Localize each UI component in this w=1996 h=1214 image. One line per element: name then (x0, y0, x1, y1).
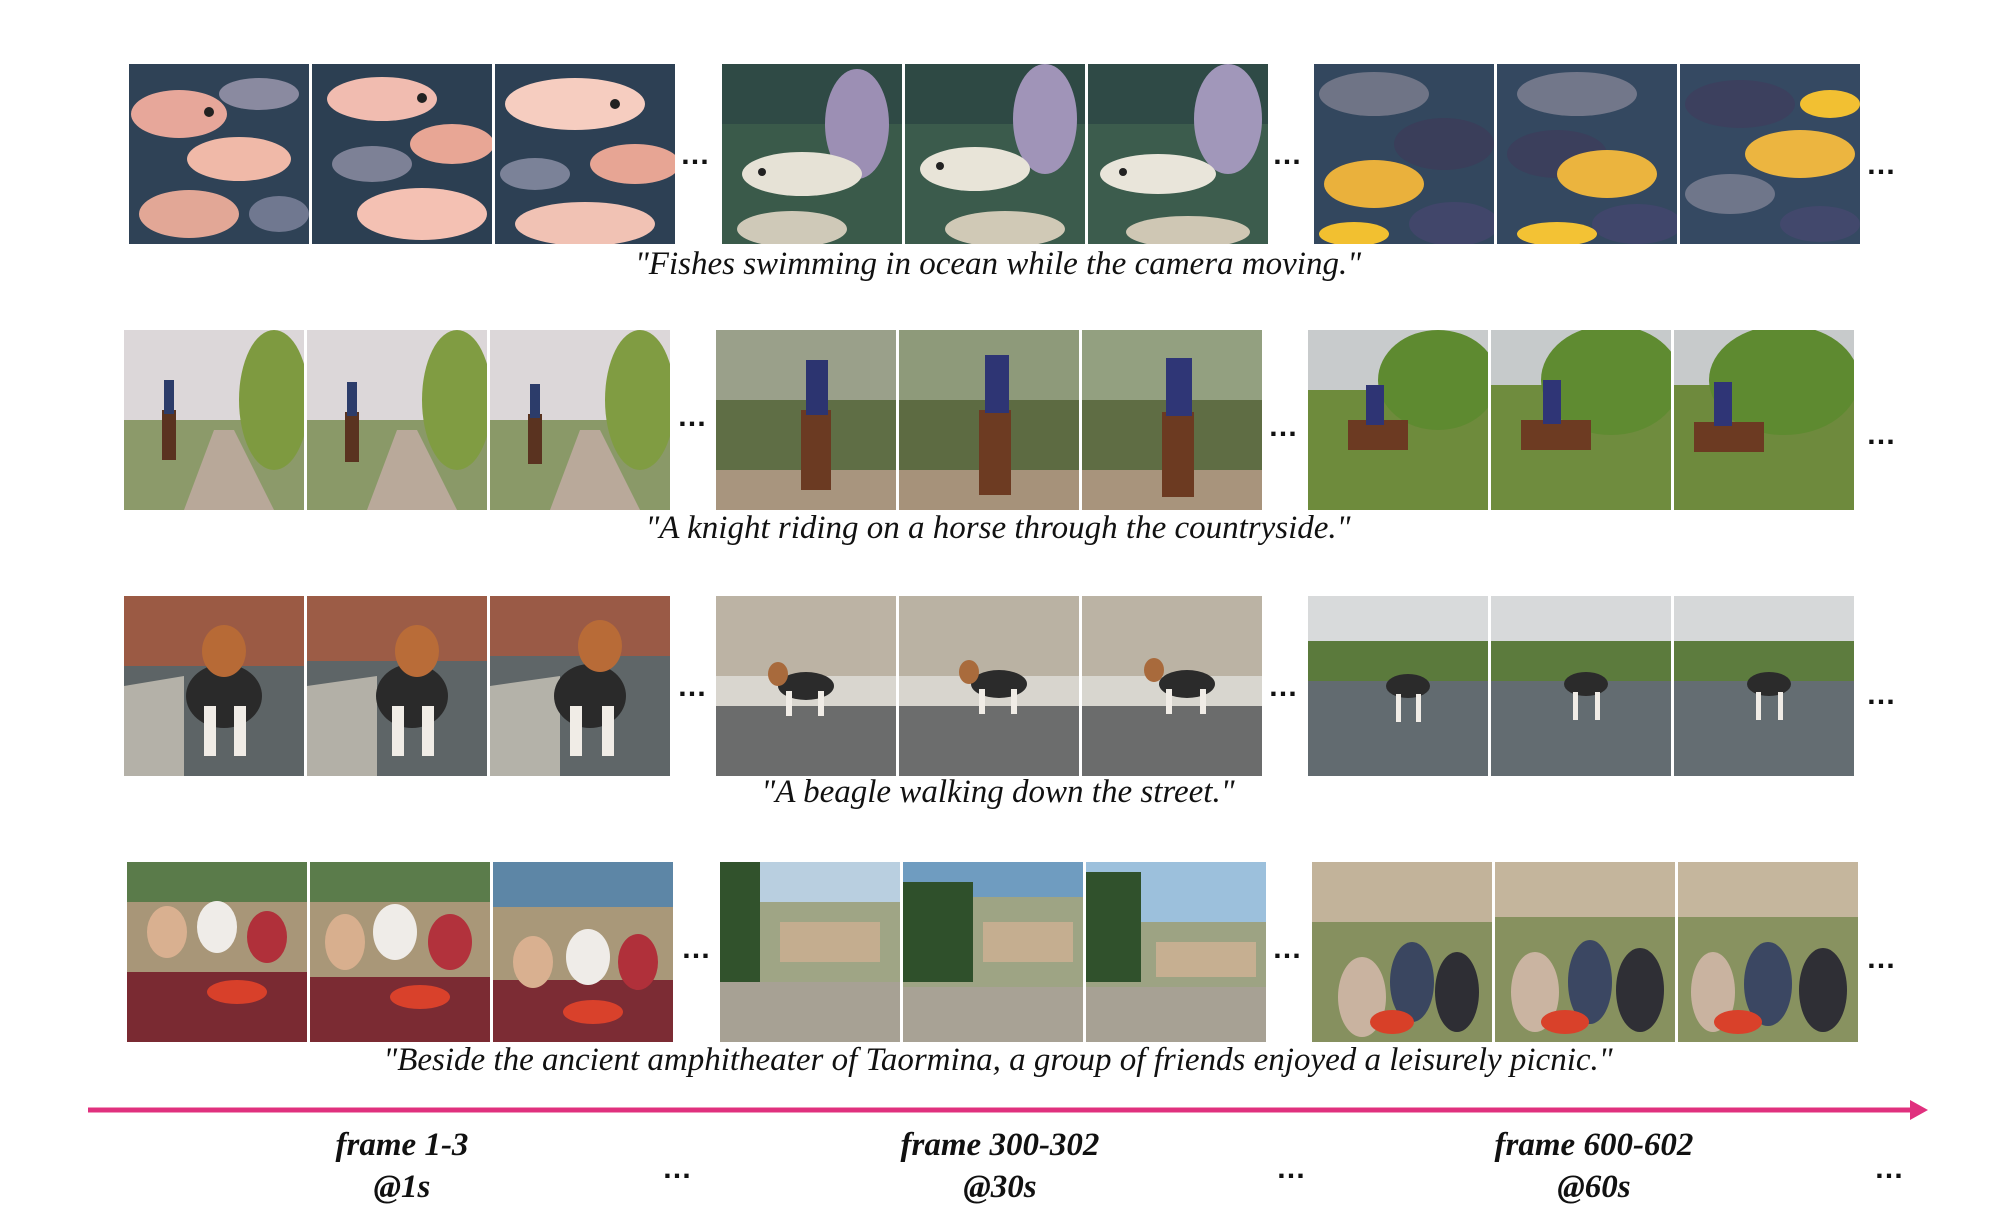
video-frame (1495, 862, 1675, 1042)
frame-label-middle: frame 300-302 @30s (830, 1124, 1170, 1208)
video-frame (720, 862, 900, 1042)
time-label: @60s (1557, 1169, 1631, 1206)
ellipsis: … (677, 670, 709, 703)
video-frame (124, 596, 304, 776)
ellipsis: … (1268, 670, 1300, 703)
video-frame (1308, 596, 1488, 776)
video-frame (1086, 862, 1266, 1042)
ellipsis: … (1874, 1152, 1906, 1185)
ellipsis: … (680, 138, 712, 171)
ellipsis: … (1866, 942, 1898, 975)
video-frame (124, 330, 304, 510)
video-frame (905, 64, 1085, 244)
video-frame (1491, 596, 1671, 776)
video-frame (1082, 596, 1262, 776)
video-frame (1491, 330, 1671, 510)
video-frame (903, 862, 1083, 1042)
time-label: @1s (373, 1169, 431, 1206)
video-frame (1082, 330, 1262, 510)
ellipsis: … (1866, 418, 1898, 451)
video-frame (1678, 862, 1858, 1042)
video-frame (1088, 64, 1268, 244)
ellipsis: … (1272, 138, 1304, 171)
ellipsis: … (1268, 410, 1300, 443)
video-frame (493, 862, 673, 1042)
prompt-caption: "Fishes swimming in ocean while the came… (634, 246, 1362, 282)
ellipsis: … (677, 400, 709, 433)
ellipsis: … (1866, 148, 1898, 181)
video-frame (312, 64, 492, 244)
video-frame (1497, 64, 1677, 244)
ellipsis: … (1866, 678, 1898, 711)
video-frame (307, 330, 487, 510)
video-frame (899, 596, 1079, 776)
frame-range-label: frame 300-302 (900, 1127, 1100, 1163)
video-frame (490, 330, 670, 510)
video-frame (1680, 64, 1860, 244)
prompt-caption: "Beside the ancient amphitheater of Taor… (383, 1042, 1613, 1078)
video-frame (716, 596, 896, 776)
ellipsis: … (1272, 932, 1304, 965)
video-frame (129, 64, 309, 244)
frame-range-label: frame 1-3 (335, 1127, 469, 1163)
timeline-arrow (88, 1098, 1928, 1122)
time-label: @30s (963, 1169, 1037, 1206)
video-frame (307, 596, 487, 776)
ellipsis: … (1276, 1152, 1308, 1185)
ellipsis: … (681, 932, 713, 965)
frame-label-end: frame 600-602 @60s (1424, 1124, 1764, 1208)
video-frame (716, 330, 896, 510)
prompt-caption: "A knight riding on a horse through the … (645, 510, 1351, 546)
video-frame (1674, 596, 1854, 776)
frame-range-label: frame 600-602 (1494, 1127, 1694, 1163)
video-frame (1308, 330, 1488, 510)
ellipsis: … (662, 1152, 694, 1185)
video-frame (1312, 862, 1492, 1042)
video-frame (310, 862, 490, 1042)
video-frame (127, 862, 307, 1042)
video-frame (1314, 64, 1494, 244)
video-frame (490, 596, 670, 776)
video-frame (899, 330, 1079, 510)
video-frame (722, 64, 902, 244)
frame-label-start: frame 1-3 @1s (232, 1124, 572, 1208)
prompt-caption: "A beagle walking down the street." (761, 774, 1235, 810)
video-frame (1674, 330, 1854, 510)
video-frame (495, 64, 675, 244)
